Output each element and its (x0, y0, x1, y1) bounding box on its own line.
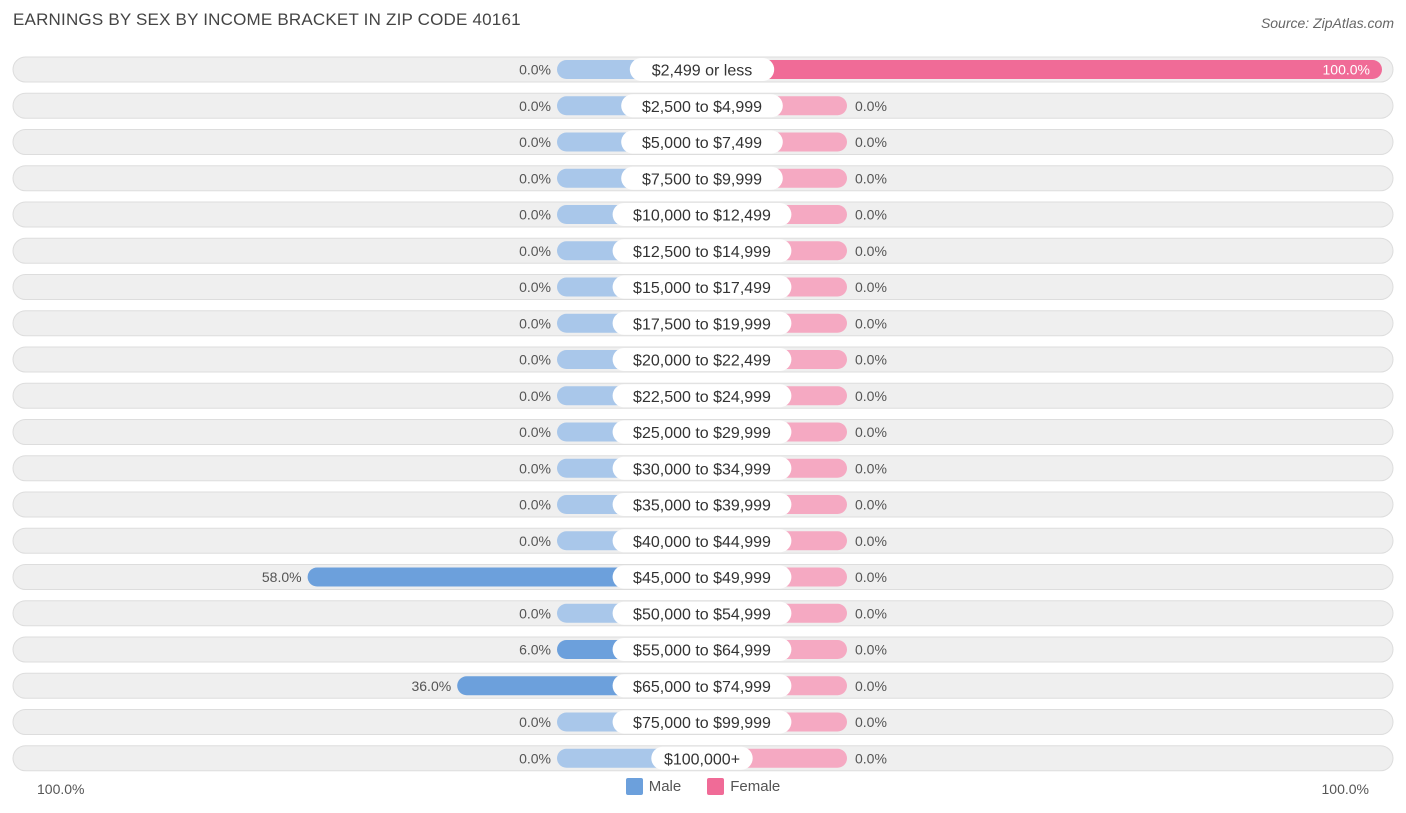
legend-item-male[interactable]: Male (625, 778, 682, 795)
male-value-label: 0.0% (519, 714, 551, 730)
category-pill (612, 565, 792, 589)
legend-label-male: Male (648, 778, 682, 795)
legend-swatch-female (707, 778, 725, 795)
female-value-label: 0.0% (855, 497, 887, 513)
category-pill (612, 239, 792, 263)
male-value-label: 0.0% (519, 207, 551, 223)
male-value-label: 0.0% (519, 352, 551, 368)
category-pill (612, 203, 792, 226)
category-label: $5,000 to $7,499 (642, 135, 762, 152)
male-value-label: 0.0% (519, 460, 551, 476)
category-label: $20,000 to $22,499 (633, 353, 771, 370)
male-bar (307, 567, 702, 587)
female-value-label: 0.0% (855, 714, 887, 730)
legend-label-female: Female (730, 778, 781, 795)
male-value-label: 0.0% (519, 170, 551, 186)
female-value-label: 0.0% (855, 678, 887, 694)
female-bar (702, 60, 1382, 79)
category-pill (612, 710, 792, 734)
male-value-label: 0.0% (519, 279, 551, 295)
male-value-label: 36.0% (411, 678, 451, 694)
female-value-label: 0.0% (855, 750, 887, 766)
category-pill (612, 493, 792, 516)
category-label: $45,000 to $49,999 (633, 570, 771, 587)
female-value-label: 0.0% (855, 170, 887, 186)
male-value-label: 6.0% (519, 642, 551, 658)
male-value-label: 0.0% (519, 98, 551, 114)
category-pill (612, 311, 792, 335)
category-pill (612, 456, 792, 480)
male-value-label: 0.0% (519, 497, 551, 513)
category-label: $50,000 to $54,999 (633, 606, 771, 623)
category-pill (612, 275, 792, 299)
category-pill (612, 638, 792, 661)
female-value-label: 0.0% (855, 388, 887, 404)
category-label: $35,000 to $39,999 (633, 498, 771, 515)
axis-right-label: 100.0% (1321, 781, 1369, 797)
male-value-label: 0.0% (519, 243, 551, 259)
chart-plot: 0.0% 100.0% $2,499 or less 0.0% 0.0% $2,500 t… (12, 56, 1394, 772)
male-value-label: 0.0% (519, 315, 551, 331)
category-label: $22,500 to $24,999 (633, 389, 771, 406)
category-label: $25,000 to $29,999 (633, 425, 771, 442)
axis-left-label: 100.0% (37, 781, 85, 797)
female-value-label: 0.0% (855, 352, 887, 368)
category-pill (612, 601, 792, 625)
category-label: $75,000 to $99,999 (633, 715, 771, 732)
legend-swatch-male (625, 778, 643, 795)
female-value-label: 100.0% (1323, 62, 1370, 78)
category-pill (612, 384, 792, 408)
female-value-label: 0.0% (855, 424, 887, 440)
female-value-label: 0.0% (855, 279, 887, 295)
female-value-label: 0.0% (855, 533, 887, 549)
chart-title: EARNINGS BY SEX BY INCOME BRACKET IN ZIP… (13, 10, 521, 29)
category-label: $2,499 or less (652, 63, 753, 80)
male-value-label: 0.0% (519, 533, 551, 549)
female-value-label: 0.0% (855, 315, 887, 331)
male-value-label: 0.0% (519, 750, 551, 766)
male-value-label: 0.0% (519, 62, 551, 78)
legend: Male Female (0, 778, 1406, 795)
category-pill (612, 674, 792, 698)
source-label: Source: ZipAtlas.com (1260, 15, 1394, 31)
male-value-label: 58.0% (262, 569, 302, 585)
category-label: $10,000 to $12,499 (633, 208, 771, 225)
category-label: $17,500 to $19,999 (633, 316, 771, 333)
category-pill (629, 58, 775, 81)
category-label: $30,000 to $34,999 (633, 461, 771, 478)
male-value-label: 0.0% (519, 134, 551, 150)
male-value-label: 0.0% (519, 424, 551, 440)
category-pill (612, 529, 792, 553)
category-pill (621, 94, 783, 118)
category-pill (612, 420, 792, 444)
female-value-label: 0.0% (855, 642, 887, 658)
category-pill (621, 166, 783, 190)
category-label: $15,000 to $17,499 (633, 280, 771, 297)
male-value-label: 0.0% (519, 605, 551, 621)
category-pill (651, 746, 753, 770)
female-value-label: 0.0% (855, 98, 887, 114)
category-label: $65,000 to $74,999 (633, 679, 771, 696)
category-label: $55,000 to $64,999 (633, 643, 771, 660)
female-value-label: 0.0% (855, 569, 887, 585)
category-label: $100,000+ (664, 751, 740, 768)
legend-item-female[interactable]: Female (707, 778, 780, 795)
category-label: $40,000 to $44,999 (633, 534, 771, 551)
female-value-label: 0.0% (855, 243, 887, 259)
category-pill (612, 348, 792, 371)
female-value-label: 0.0% (855, 134, 887, 150)
category-label: $12,500 to $14,999 (633, 244, 771, 261)
female-value-label: 0.0% (855, 605, 887, 621)
category-label: $2,500 to $4,999 (642, 99, 762, 116)
female-value-label: 0.0% (855, 460, 887, 476)
category-pill (621, 130, 783, 154)
category-label: $7,500 to $9,999 (642, 171, 762, 188)
female-value-label: 0.0% (855, 207, 887, 223)
male-value-label: 0.0% (519, 388, 551, 404)
